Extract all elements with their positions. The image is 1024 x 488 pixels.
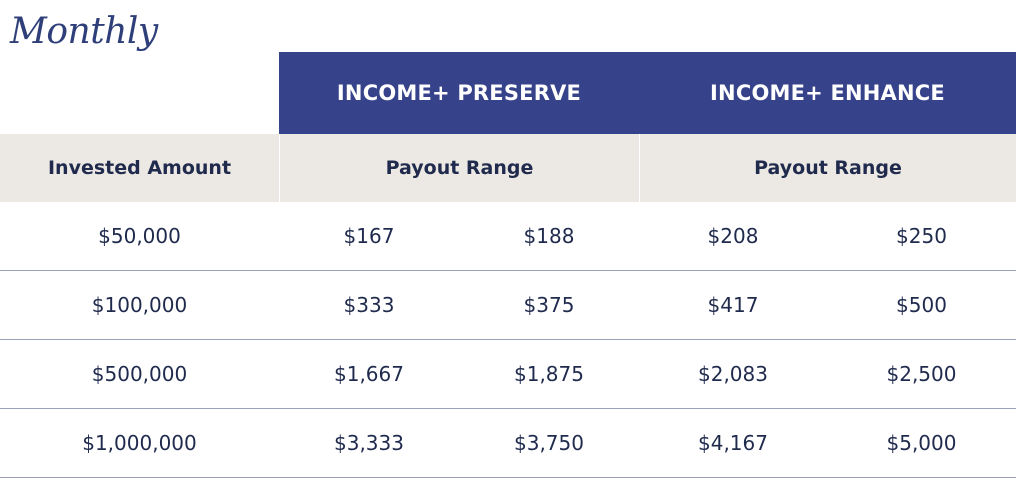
subheader-preserve-payout-range: Payout Range	[279, 134, 639, 202]
enhance-low-cell: $2,083	[698, 362, 768, 386]
preserve-high-cell: $375	[523, 293, 575, 317]
invested-amount-cell: $100,000	[91, 293, 188, 317]
enhance-high-cell: $2,500	[886, 362, 957, 386]
enhance-high-cell: $5,000	[886, 431, 957, 455]
preserve-high-cell: $3,750	[514, 431, 584, 455]
enhance-low-cell: $417	[707, 293, 759, 317]
preserve-low-cell: $1,667	[334, 362, 404, 386]
header-income-enhance: INCOME+ ENHANCE	[639, 52, 1016, 134]
enhance-low-cell: $208	[707, 224, 759, 248]
enhance-high-cell: $250	[896, 224, 947, 248]
page-title: Monthly	[10, 11, 158, 52]
subheader-invested-amount: Invested Amount	[47, 157, 232, 179]
subheader-enhance-payout-range: Payout Range	[639, 134, 1016, 202]
table-row: $100,000 $333 $375 $417 $500	[0, 271, 1016, 340]
invested-amount-cell: $50,000	[98, 224, 181, 248]
preserve-high-cell: $188	[523, 224, 575, 248]
table-row: $1,000,000 $3,333 $3,750 $4,167 $5,000	[0, 409, 1016, 478]
invested-amount-cell: $500,000	[91, 362, 188, 386]
table-row: $50,000 $167 $188 $208 $250	[0, 202, 1016, 271]
table-row: $500,000 $1,667 $1,875 $2,083 $2,500	[0, 340, 1016, 409]
invested-amount-cell: $1,000,000	[82, 431, 197, 455]
preserve-low-cell: $167	[343, 224, 395, 248]
preserve-low-cell: $3,333	[334, 431, 404, 455]
preserve-high-cell: $1,875	[514, 362, 584, 386]
header-income-preserve: INCOME+ PRESERVE	[279, 52, 639, 134]
table-subheader-row: Invested Amount Payout Range Payout Rang…	[0, 134, 1016, 202]
preserve-low-cell: $333	[343, 293, 395, 317]
payout-table: INCOME+ PRESERVE INCOME+ ENHANCE Investe…	[0, 52, 1016, 478]
enhance-low-cell: $4,167	[698, 431, 768, 455]
enhance-high-cell: $500	[896, 293, 947, 317]
table-header-row: INCOME+ PRESERVE INCOME+ ENHANCE	[0, 52, 1016, 134]
